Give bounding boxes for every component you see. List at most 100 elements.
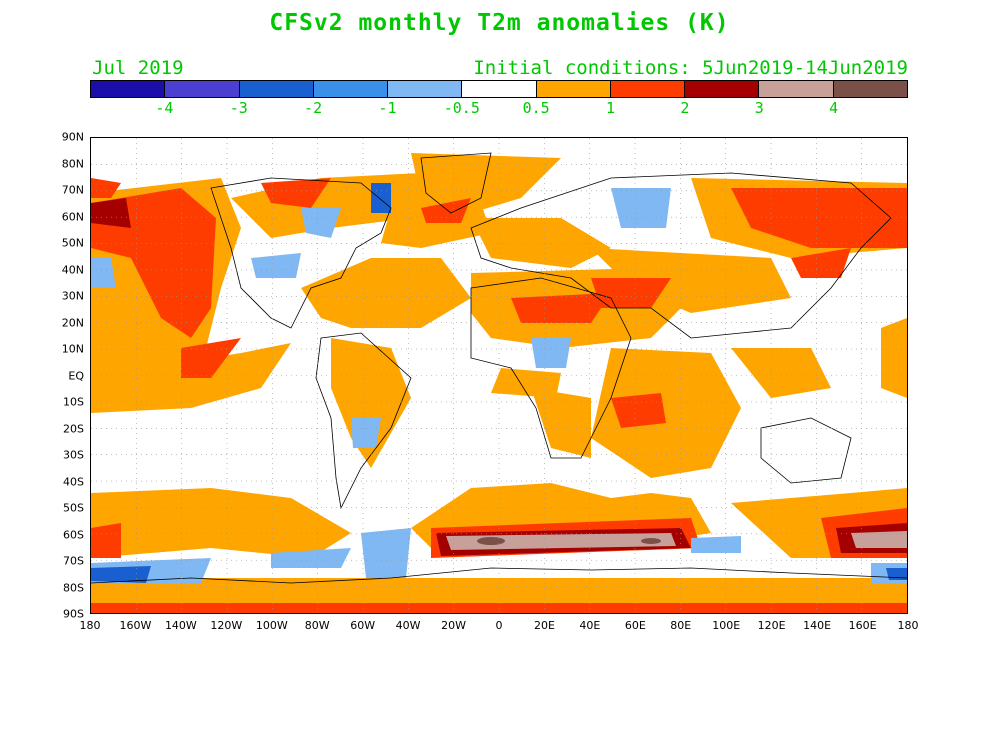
colorbar-tick-label: 1	[606, 99, 616, 117]
longitude-label: 100W	[255, 619, 288, 632]
colorbar-swatch	[91, 81, 166, 97]
latitude-label: 90S	[63, 607, 84, 621]
colorbar-swatch	[165, 81, 240, 97]
anomaly-region-hudson-cool	[301, 208, 341, 238]
colorbar-swatch	[536, 81, 611, 97]
latitude-label: 50N	[61, 236, 84, 250]
anomaly-map	[91, 138, 907, 613]
longitude-label: 80W	[304, 619, 330, 632]
anomaly-region-russia-cool	[611, 188, 671, 228]
longitude-label: 60E	[624, 619, 646, 632]
latitude-label: 90N	[61, 130, 84, 144]
anomaly-region-south-america	[331, 338, 411, 468]
anomaly-region-antarctic-strong-west	[91, 566, 151, 583]
coast-greenland	[420, 152, 492, 214]
longitude-label: 160W	[119, 619, 152, 632]
latitude-label: 10S	[63, 395, 84, 409]
longitude-label: 20W	[441, 619, 466, 632]
colorbar-tick-label: -0.5	[443, 99, 480, 117]
latitude-label: 40N	[61, 263, 84, 276]
colorbar-tick-label: -4	[155, 99, 174, 117]
latitude-label: 80N	[61, 157, 84, 170]
longitude-label: 120W	[210, 619, 243, 632]
longitude-label: 80E	[670, 619, 692, 632]
latitude-label: 60N	[61, 210, 84, 223]
latitude-label: 30S	[63, 448, 84, 462]
anomaly-shading-extreme	[446, 531, 907, 550]
anomaly-region-north-atlantic-strong	[421, 198, 471, 223]
latitude-label: 70N	[61, 183, 84, 197]
colorbar-swatch	[388, 81, 463, 97]
anomaly-region-pacific-arc	[91, 178, 121, 198]
colorbar-tick-label: 3	[754, 99, 764, 117]
longitude-label: 180	[79, 619, 101, 632]
anomaly-region-arabia	[591, 278, 671, 308]
colorbar-swatch	[759, 81, 834, 97]
anomaly-shading-strong	[91, 178, 907, 613]
anomaly-region-north-atlantic	[301, 258, 471, 328]
longitude-label: 160E	[848, 619, 877, 632]
graticule	[91, 138, 907, 613]
anomaly-region-us-cool	[251, 253, 301, 278]
anomaly-region-asia	[591, 248, 791, 313]
coast-antarctica	[91, 567, 907, 584]
coast-australia	[760, 417, 852, 484]
anomaly-region-max-2	[641, 538, 661, 544]
longitude-label: 140W	[164, 619, 197, 632]
anomaly-region-indian-ocean	[591, 348, 741, 478]
colorbar-tick-label: -2	[304, 99, 323, 117]
longitude-label: 100E	[712, 619, 741, 632]
latitude-label: EQ	[68, 369, 84, 382]
latitude-label: 40S	[63, 475, 84, 488]
coast-eurasia	[470, 172, 892, 339]
longitude-label: 20E	[533, 619, 555, 632]
anomaly-region-maritime-continent	[731, 348, 831, 398]
latitude-label: 80S	[63, 581, 84, 594]
latitude-label: 70S	[63, 554, 84, 568]
colorbar-tick-label: 4	[829, 99, 839, 117]
anomaly-region-arctic-canada	[261, 178, 331, 208]
longitude-label: 40W	[395, 619, 421, 632]
latitude-label: 10N	[61, 342, 84, 356]
anomaly-region-east-pacific-strong	[181, 338, 241, 378]
anomaly-region-southern-ocean-extreme-east	[851, 531, 907, 548]
anomaly-region-africa-cool	[531, 338, 571, 368]
latitude-label: 50S	[63, 501, 84, 515]
anomaly-region-east-asia	[791, 248, 851, 278]
coast-africa	[470, 277, 632, 459]
colorbar-swatch	[239, 81, 314, 97]
anomaly-region-east-pacific	[881, 318, 907, 398]
anomaly-region-indian-ocean-strong	[611, 393, 666, 428]
anomaly-region-southern-ocean-cool-3	[691, 536, 741, 553]
longitude-label: 40E	[579, 619, 601, 632]
map-frame	[90, 137, 908, 614]
coastlines	[91, 152, 907, 584]
anomaly-region-southern-ocean-cool-2	[271, 548, 351, 568]
target-month-label: Jul 2019	[92, 57, 184, 79]
anomaly-region-labrador-cool	[371, 183, 391, 213]
colorbar-tick-label: -3	[229, 99, 248, 117]
colorbar-swatch	[462, 81, 537, 97]
anomaly-region-greenland-arctic	[411, 153, 561, 213]
anomaly-region-southern-ocean-extreme	[446, 533, 676, 550]
longitude-label: 120E	[757, 619, 786, 632]
colorbar-tick-label: 0.5	[522, 99, 550, 117]
longitude-label: 60W	[350, 619, 376, 632]
colorbar-tick-label: -1	[378, 99, 397, 117]
anomaly-region-max-1	[477, 537, 505, 545]
anomaly-region-south-pacific	[91, 488, 351, 558]
latitude-label: 30N	[61, 289, 84, 303]
anomaly-region-southern-ocean-cool-1	[361, 528, 411, 578]
initial-conditions-label: Initial conditions: 5Jun2019-14Jun2019	[473, 57, 908, 79]
longitude-label: 180	[897, 619, 919, 632]
longitude-label: 140E	[803, 619, 832, 632]
colorbar-swatch	[313, 81, 389, 97]
anomaly-region-northeast-pacific-cool	[91, 258, 116, 288]
anomaly-region-europe	[471, 218, 611, 268]
map-title: CFSv2 monthly T2m anomalies (K)	[269, 10, 730, 36]
anomaly-region-south-america-cool	[351, 418, 381, 448]
latitude-label: 20N	[61, 316, 84, 329]
colorbar-tick-label: 2	[680, 99, 690, 117]
colorbar-swatch	[610, 81, 686, 97]
longitude-label: 0	[495, 619, 503, 632]
